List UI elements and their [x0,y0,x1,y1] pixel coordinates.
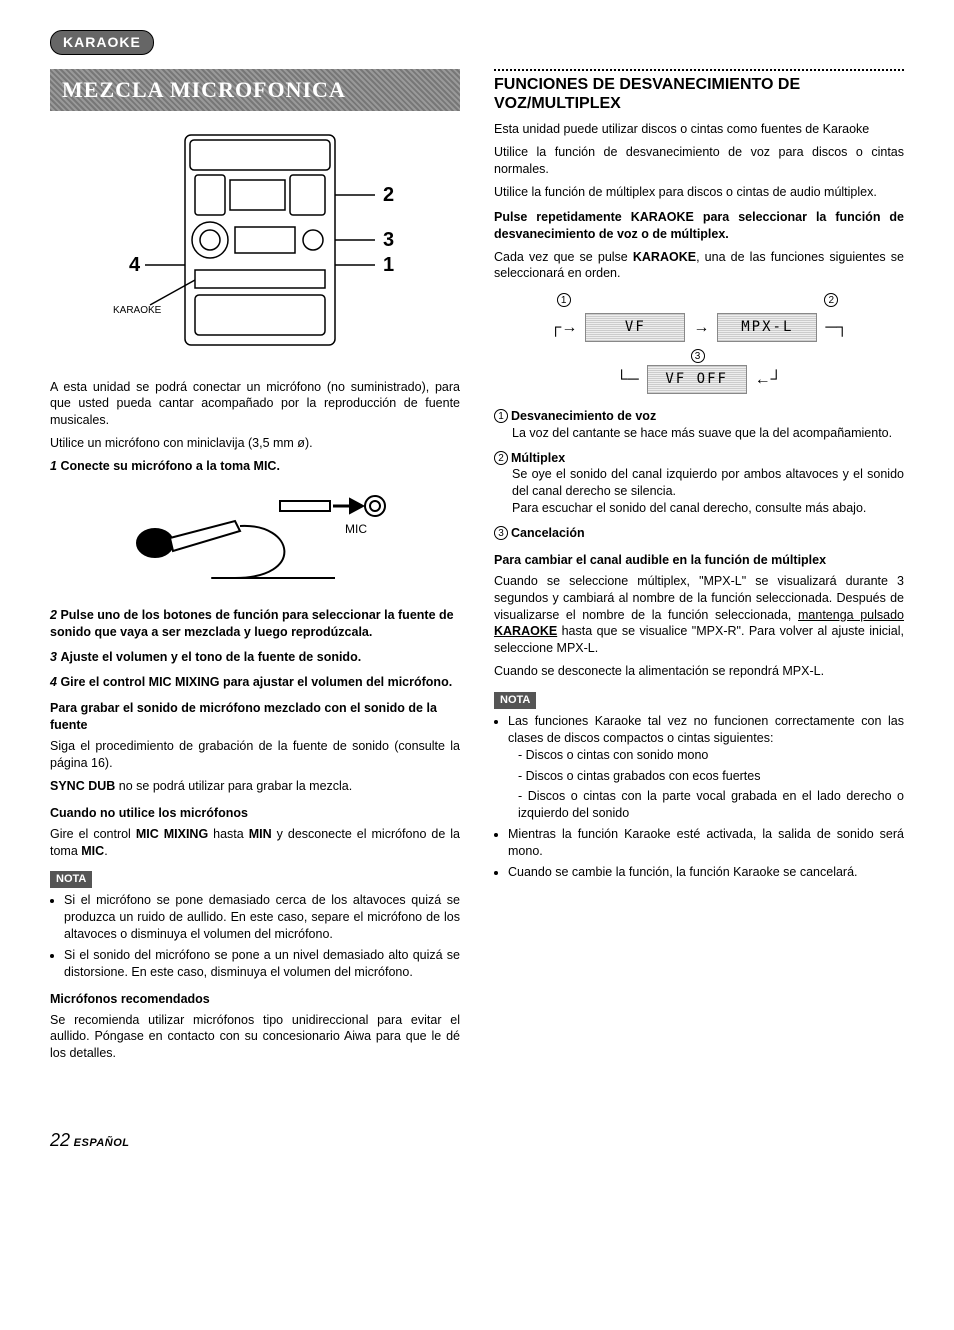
lcd-vfoff: VF OFF [647,365,747,394]
recmic-p: Se recomienda utilizar micrófonos tipo u… [50,1012,460,1063]
step-4-num: 4 [50,675,57,689]
right-instr-p: Cada vez que se pulse KARAOKE, una de la… [494,249,904,283]
nouse-b2: MIN [249,827,272,841]
flow-n1: 1 [557,293,571,307]
right-rule [494,69,904,71]
nota-list-right: Las funciones Karaoke tal vez no funcion… [494,713,904,881]
def2-body: Se oye el sonido del canal izquierdo por… [494,466,904,517]
content-columns: MEZCLA MICROFONICA 2 [50,69,904,1068]
flow-diagram: 1 2 ┌→ VF → MPX-L ─┐ 3 └─ VF OFF ←┘ [494,292,904,394]
nota-r3: Cuando se cambie la función, la función … [508,864,904,881]
intro-p2: Utilice un micrófono con miniclavija (3,… [50,435,460,452]
def2-num: 2 [494,451,508,465]
mic-jack-label: MIC [345,522,367,536]
diag-label-2: 2 [383,184,394,206]
diag-label-karaoke: KARAOKE [113,305,162,316]
record-p2: SYNC DUB no se podrá utilizar para graba… [50,778,460,795]
page-lang: ESPAÑOL [74,1137,130,1149]
change-bold: KARAOKE [494,624,557,638]
def1-num: 1 [494,409,508,423]
mic-diagram: MIC [115,483,395,593]
page-number: 22 [50,1130,70,1150]
diag-label-3: 3 [383,229,394,251]
step-2: 2 Pulse uno de los botones de función pa… [50,607,460,641]
step-3: 3 Ajuste el volumen y el tono de la fuen… [50,649,460,666]
intro-p1: A esta unidad se podrá conectar un micró… [50,379,460,430]
left-title: MEZCLA MICROFONICA [50,69,460,111]
karaoke-badge: KARAOKE [50,30,154,55]
change-p1: Cuando se seleccione múltiplex, "MPX-L" … [494,573,904,657]
step-2-num: 2 [50,608,57,622]
device-diagram: 2 3 1 4 KARAOKE [95,125,415,365]
nota-dash-list: Discos o cintas con sonido mono Discos o… [508,747,904,823]
step-4-text: Gire el control MIC MIXING para ajustar … [60,675,452,689]
dash-2: Discos o cintas grabados con ecos fuerte… [518,768,904,785]
nota-badge-right: NOTA [494,692,536,709]
right-p2: Utilice la función de desvanecimiento de… [494,144,904,178]
step-2-text: Pulse uno de los botones de función para… [50,608,454,639]
record-heading: Para grabar el sonido de micrófono mezcl… [50,700,460,734]
nota-list-left: Si el micrófono se pone demasiado cerca … [50,892,460,980]
def1-body: La voz del cantante se hace más suave qu… [494,425,904,442]
nota-r2: Mientras la función Karaoke esté activad… [508,826,904,860]
flow-n2: 2 [824,293,838,307]
nouse-p: Gire el control MIC MIXING hasta MIN y d… [50,826,460,860]
step-1: 1 Conecte su micrófono a la toma MIC. [50,458,460,475]
diag-label-4: 4 [129,254,141,276]
lcd-mpxl: MPX-L [717,313,817,342]
def3-title: Cancelación [511,526,585,540]
step-3-num: 3 [50,650,57,664]
change-p2: Cuando se desconecte la alimentación se … [494,663,904,680]
dash-1: Discos o cintas con sonido mono [518,747,904,764]
def-3: 3Cancelación [494,525,904,542]
right-title: FUNCIONES DE DESVANECIMIENTO DE VOZ/MULT… [494,75,904,113]
right-column: FUNCIONES DE DESVANECIMIENTO DE VOZ/MULT… [494,69,904,1068]
diag-label-1: 1 [383,254,394,276]
step-3-text: Ajuste el volumen y el tono de la fuente… [60,650,361,664]
syncdub-label: SYNC DUB [50,779,115,793]
right-p3: Utilice la función de múltiplex para dis… [494,184,904,201]
step-1-num: 1 [50,459,57,473]
right-p1: Esta unidad puede utilizar discos o cint… [494,121,904,138]
change-underline: mantenga pulsado [798,608,904,622]
step-1-text: Conecte su micrófono a la toma MIC. [60,459,279,473]
nota-left-1: Si el micrófono se pone demasiado cerca … [64,892,460,943]
change-heading: Para cambiar el canal audible en la func… [494,552,904,569]
flow-n3: 3 [691,349,705,363]
def1-title: Desvanecimiento de voz [511,409,656,423]
instr-pre: Cada vez que se pulse [494,250,633,264]
step-4: 4 Gire el control MIC MIXING para ajusta… [50,674,460,691]
page-footer: 22 ESPAÑOL [50,1128,904,1152]
nouse-mid: hasta [208,827,249,841]
recmic-heading: Micrófonos recomendados [50,991,460,1008]
right-instr-bold: Pulse repetidamente KARAOKE para selecci… [494,209,904,243]
nouse-pre: Gire el control [50,827,136,841]
nota-r1-lead: Las funciones Karaoke tal vez no funcion… [508,714,904,745]
nota-r1: Las funciones Karaoke tal vez no funcion… [508,713,904,822]
record-p1: Siga el procedimiento de grabación de la… [50,738,460,772]
lcd-vf: VF [585,313,685,342]
dash-3: Discos o cintas con la parte vocal graba… [518,788,904,822]
def3-num: 3 [494,526,508,540]
nota-left-2: Si el sonido del micrófono se pone a un … [64,947,460,981]
def-1: 1Desvanecimiento de voz La voz del canta… [494,408,904,442]
nouse-heading: Cuando no utilice los micrófonos [50,805,460,822]
def-2: 2Múltiplex Se oye el sonido del canal iz… [494,450,904,518]
left-column: MEZCLA MICROFONICA 2 [50,69,460,1068]
nouse-b3: MIC [81,844,104,858]
instr-bold: KARAOKE [633,250,696,264]
nouse-b1: MIC MIXING [136,827,208,841]
nota-badge-left: NOTA [50,871,92,888]
def2-title: Múltiplex [511,451,565,465]
record-p2-rest: no se podrá utilizar para grabar la mezc… [115,779,352,793]
